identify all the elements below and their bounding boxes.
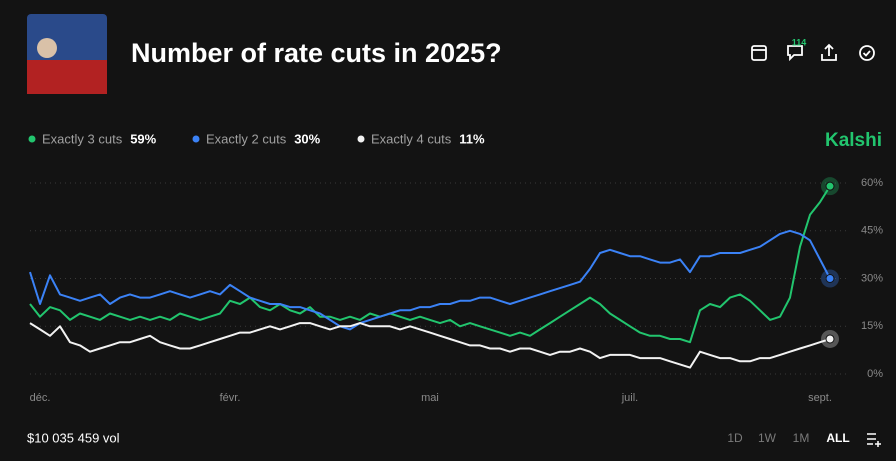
thumbnail-podium (27, 60, 107, 94)
calendar-icon[interactable] (751, 45, 767, 61)
comments-icon[interactable] (787, 45, 803, 62)
plot-area: 0% 15% 30% 45% 60% déc. févr. mai juil. sept. (29, 177, 883, 404)
legend-value: 11% (459, 131, 485, 146)
x-tick-label: févr. (220, 392, 241, 404)
x-tick-label: sept. (808, 392, 832, 404)
legend-swatch (28, 135, 36, 143)
x-tick-label: juil. (621, 392, 639, 404)
legend: Exactly 3 cuts 59% Exactly 2 cuts 30% Exactl… (28, 131, 485, 146)
legend-swatch (357, 135, 365, 143)
comment-count: 114 (792, 37, 807, 47)
thumbnail-person (37, 38, 57, 58)
series-line (29, 229, 831, 331)
legend-label: Exactly 3 cuts (42, 131, 123, 146)
market-title: Number of rate cuts in 2025? (131, 38, 502, 68)
brand-logo: Kalshi (825, 130, 882, 151)
check-icon[interactable] (859, 45, 875, 61)
range-button[interactable]: 1D (727, 431, 743, 445)
y-tick-label: 15% (861, 320, 883, 332)
range-button[interactable]: 1W (758, 431, 777, 445)
end-dot (825, 181, 835, 191)
legend-swatch (192, 135, 200, 143)
legend-value: 59% (130, 131, 156, 146)
legend-label: Exactly 2 cuts (206, 131, 287, 146)
range-button[interactable]: ALL (826, 431, 849, 445)
y-tick-label: 45% (861, 225, 883, 237)
legend-label: Exactly 4 cuts (371, 131, 452, 146)
series-line (29, 322, 831, 369)
range-button[interactable]: 1M (793, 431, 810, 445)
share-icon[interactable] (821, 43, 837, 61)
volume: $10 035 459 vol (27, 430, 120, 445)
series-line (29, 185, 831, 344)
menu-icon[interactable] (867, 433, 881, 447)
range-selector: 1D 1W 1M ALL (727, 431, 849, 445)
x-tick-label: mai (421, 392, 439, 404)
legend-value: 30% (294, 131, 320, 146)
end-dot (825, 334, 835, 344)
y-tick-label: 0% (867, 368, 883, 380)
y-tick-label: 30% (861, 272, 883, 284)
y-tick-label: 60% (861, 177, 883, 189)
x-tick-label: déc. (30, 392, 51, 404)
end-dot (825, 274, 835, 283)
